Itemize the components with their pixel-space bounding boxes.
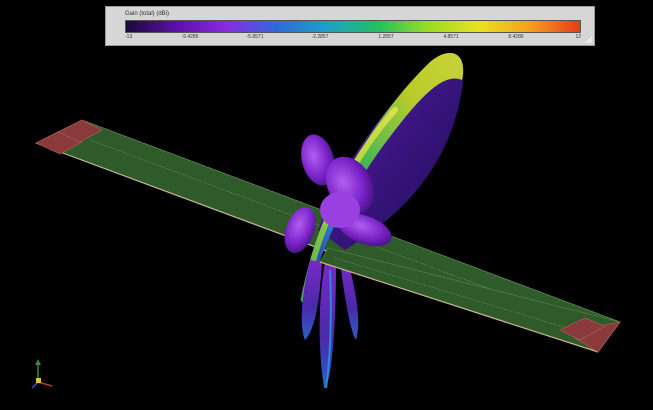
radiation-pattern xyxy=(284,52,464,389)
legend-tick: -9.4286 xyxy=(181,34,199,40)
legend-tick: -13 xyxy=(125,34,133,40)
legend-title: Gain (total) (dBi) xyxy=(125,11,170,17)
legend-tick: 1.2857 xyxy=(378,34,394,40)
pcb-board-front xyxy=(319,247,621,353)
axis-triad-icon xyxy=(31,359,53,389)
resize-grip-icon[interactable] xyxy=(585,36,593,44)
legend-color-bar xyxy=(125,20,581,33)
legend-tick: 12 xyxy=(575,34,581,40)
legend-tick: 4.8571 xyxy=(443,34,459,40)
legend-tick: 8.4286 xyxy=(508,34,524,40)
color-legend[interactable]: Gain (total) (dBi) -13 -9.4286 -5.8571 -… xyxy=(105,6,595,46)
legend-tick: -5.8571 xyxy=(246,34,264,40)
legend-tick: -2.2857 xyxy=(311,34,329,40)
